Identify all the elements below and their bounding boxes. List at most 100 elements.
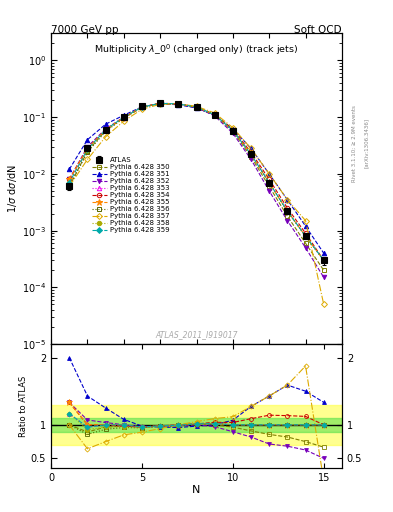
Pythia 6.428 354 [121, 115, 126, 121]
Pythia 6.428 357 [194, 103, 199, 110]
Line: Pythia 6.428 351: Pythia 6.428 351 [67, 101, 326, 255]
Pythia 6.428 355 [267, 180, 272, 186]
Line: Pythia 6.428 355: Pythia 6.428 355 [66, 100, 327, 264]
Pythia 6.428 351 [121, 112, 126, 118]
Pythia 6.428 356 [121, 115, 126, 121]
Pythia 6.428 353 [85, 146, 90, 153]
Pythia 6.428 352 [267, 188, 272, 194]
Pythia 6.428 352 [140, 104, 144, 110]
Pythia 6.428 355 [321, 257, 326, 263]
Pythia 6.428 357 [140, 106, 144, 112]
Pythia 6.428 356 [285, 208, 290, 214]
Pythia 6.428 357 [303, 218, 308, 224]
Pythia 6.428 350 [140, 104, 144, 110]
Pythia 6.428 350 [194, 104, 199, 111]
Pythia 6.428 358 [140, 104, 144, 111]
Pythia 6.428 352 [67, 176, 72, 182]
Pythia 6.428 351 [249, 145, 253, 152]
Text: Soft QCD: Soft QCD [294, 25, 342, 35]
Pythia 6.428 357 [85, 156, 90, 162]
Pythia 6.428 351 [285, 197, 290, 203]
Line: Pythia 6.428 359: Pythia 6.428 359 [67, 101, 326, 262]
Pythia 6.428 350 [249, 154, 253, 160]
Pythia 6.428 358 [231, 127, 235, 134]
Pythia 6.428 359 [285, 208, 290, 214]
Text: 7000 GeV pp: 7000 GeV pp [51, 25, 119, 35]
Pythia 6.428 359 [67, 180, 72, 186]
Pythia 6.428 355 [231, 127, 235, 134]
Pythia 6.428 358 [303, 233, 308, 239]
Pythia 6.428 358 [212, 112, 217, 118]
Pythia 6.428 351 [194, 105, 199, 111]
Pythia 6.428 357 [67, 183, 72, 189]
Pythia 6.428 354 [103, 126, 108, 133]
Pythia 6.428 353 [67, 180, 72, 186]
Pythia 6.428 354 [321, 257, 326, 263]
Pythia 6.428 355 [103, 126, 108, 133]
Line: Pythia 6.428 354: Pythia 6.428 354 [67, 101, 326, 263]
Pythia 6.428 357 [176, 101, 181, 107]
Pythia 6.428 355 [176, 101, 181, 107]
Pythia 6.428 352 [194, 104, 199, 111]
Y-axis label: 1/$\sigma$ d$\sigma$/dN: 1/$\sigma$ d$\sigma$/dN [6, 164, 19, 213]
Pythia 6.428 357 [321, 302, 326, 308]
Pythia 6.428 355 [285, 208, 290, 214]
Y-axis label: Ratio to ATLAS: Ratio to ATLAS [19, 376, 28, 437]
Bar [51, 404, 342, 445]
Pythia 6.428 356 [103, 129, 108, 135]
Pythia 6.428 358 [103, 127, 108, 134]
Pythia 6.428 357 [285, 197, 290, 203]
Pythia 6.428 354 [140, 104, 144, 110]
Pythia 6.428 359 [249, 152, 253, 158]
Pythia 6.428 356 [267, 180, 272, 186]
Pythia 6.428 358 [176, 101, 181, 107]
Pythia 6.428 358 [249, 152, 253, 158]
X-axis label: N: N [192, 485, 201, 495]
Pythia 6.428 351 [158, 101, 163, 107]
Pythia 6.428 357 [158, 101, 163, 108]
Pythia 6.428 353 [303, 233, 308, 239]
Pythia 6.428 352 [158, 100, 163, 106]
Pythia 6.428 350 [67, 183, 72, 189]
Pythia 6.428 358 [285, 208, 290, 214]
Pythia 6.428 354 [285, 205, 290, 211]
Pythia 6.428 356 [140, 104, 144, 111]
Pythia 6.428 353 [267, 180, 272, 186]
Pythia 6.428 350 [303, 240, 308, 246]
Pythia 6.428 355 [85, 145, 90, 152]
Pythia 6.428 359 [321, 257, 326, 263]
Pythia 6.428 358 [321, 257, 326, 263]
Pythia 6.428 356 [158, 100, 163, 106]
Pythia 6.428 357 [231, 124, 235, 131]
Pythia 6.428 359 [267, 180, 272, 186]
Pythia 6.428 354 [267, 176, 272, 182]
Pythia 6.428 357 [212, 110, 217, 116]
Pythia 6.428 353 [231, 127, 235, 134]
Pythia 6.428 357 [249, 145, 253, 152]
Pythia 6.428 351 [267, 171, 272, 177]
Pythia 6.428 359 [212, 112, 217, 118]
Pythia 6.428 355 [194, 104, 199, 110]
Pythia 6.428 354 [67, 176, 72, 182]
Pythia 6.428 356 [67, 183, 72, 189]
Pythia 6.428 356 [194, 104, 199, 110]
Pythia 6.428 358 [267, 180, 272, 186]
Pythia 6.428 354 [231, 126, 235, 133]
Pythia 6.428 353 [285, 208, 290, 214]
Pythia 6.428 353 [140, 104, 144, 110]
Pythia 6.428 351 [103, 121, 108, 127]
Pythia 6.428 357 [267, 171, 272, 177]
Pythia 6.428 350 [103, 127, 108, 134]
Pythia 6.428 355 [67, 176, 72, 182]
Pythia 6.428 358 [158, 100, 163, 106]
Pythia 6.428 356 [321, 257, 326, 263]
Pythia 6.428 356 [303, 233, 308, 239]
Pythia 6.428 351 [176, 102, 181, 108]
Pythia 6.428 352 [176, 101, 181, 107]
Pythia 6.428 351 [140, 104, 144, 110]
Pythia 6.428 354 [85, 145, 90, 152]
Pythia 6.428 352 [321, 274, 326, 281]
Pythia 6.428 356 [176, 101, 181, 107]
Pythia 6.428 359 [85, 146, 90, 153]
Pythia 6.428 356 [85, 149, 90, 155]
